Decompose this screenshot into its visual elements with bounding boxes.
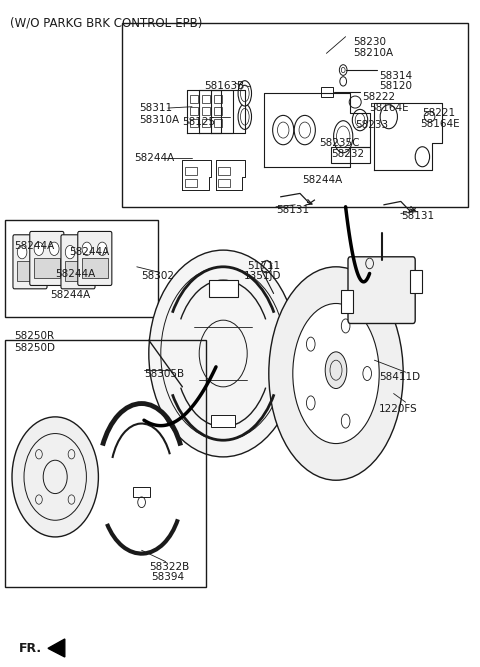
Text: 58232: 58232 [331, 149, 364, 159]
Text: 58164E: 58164E [420, 119, 460, 129]
Bar [17, 261, 43, 281]
Circle shape [17, 245, 27, 259]
Circle shape [97, 242, 107, 255]
Text: 51711: 51711 [248, 261, 281, 271]
Text: 58230
58210A: 58230 58210A [353, 37, 393, 58]
Bar [218, 167, 230, 175]
Circle shape [415, 147, 430, 167]
Circle shape [12, 417, 98, 537]
Text: 58244A: 58244A [50, 290, 91, 300]
Text: 58305B: 58305B [144, 369, 184, 379]
Ellipse shape [334, 121, 353, 153]
FancyBboxPatch shape [30, 231, 64, 285]
Bar [209, 280, 238, 297]
Text: 1220FS: 1220FS [379, 404, 418, 414]
Circle shape [294, 115, 315, 145]
Bar [65, 261, 91, 281]
Bar [202, 119, 210, 127]
Text: 58131: 58131 [276, 205, 309, 215]
Text: 58163B: 58163B [204, 81, 244, 91]
Text: 58311
58310A: 58311 58310A [139, 103, 180, 125]
Text: 58322B: 58322B [149, 562, 189, 572]
Bar [211, 415, 235, 427]
Circle shape [34, 242, 44, 255]
Circle shape [33, 245, 42, 259]
Text: (W/O PARKG BRK CONTROL-EPB): (W/O PARKG BRK CONTROL-EPB) [10, 17, 202, 30]
FancyBboxPatch shape [61, 235, 95, 289]
Bar [185, 167, 197, 175]
Text: 58125: 58125 [182, 117, 216, 127]
Text: 58411D: 58411D [379, 372, 420, 382]
Ellipse shape [363, 367, 372, 380]
Ellipse shape [341, 414, 350, 428]
Bar [34, 258, 60, 278]
Bar [185, 179, 197, 187]
Bar [321, 87, 333, 97]
Bar [410, 270, 422, 293]
Bar [133, 487, 150, 497]
Bar [214, 119, 222, 127]
Text: 58314: 58314 [379, 71, 412, 81]
Text: 58222: 58222 [362, 92, 396, 102]
Circle shape [81, 245, 90, 259]
Ellipse shape [238, 81, 252, 106]
Text: 58131: 58131 [401, 211, 434, 221]
Polygon shape [48, 639, 65, 657]
Circle shape [273, 115, 294, 145]
Bar [218, 179, 230, 187]
FancyBboxPatch shape [78, 231, 112, 285]
Circle shape [65, 245, 75, 259]
Text: 58233: 58233 [355, 120, 388, 130]
Text: 1351JD: 1351JD [244, 271, 281, 281]
Text: 58164E: 58164E [370, 103, 409, 113]
Ellipse shape [341, 319, 350, 333]
FancyBboxPatch shape [348, 257, 415, 323]
Bar [214, 95, 222, 103]
Text: FR.: FR. [19, 642, 42, 655]
Bar [331, 147, 370, 163]
Bar [190, 107, 198, 115]
Circle shape [380, 105, 397, 129]
Text: 58235C: 58235C [319, 138, 360, 148]
Text: 58250R
58250D: 58250R 58250D [14, 331, 55, 353]
Ellipse shape [238, 104, 252, 129]
Text: 58244A: 58244A [55, 269, 96, 279]
Text: 58244A: 58244A [14, 241, 55, 251]
Bar [202, 95, 210, 103]
Text: 58120: 58120 [379, 81, 412, 91]
Ellipse shape [293, 303, 379, 444]
Text: 58244A: 58244A [70, 247, 110, 257]
Text: 58244A: 58244A [302, 175, 343, 185]
Bar [341, 290, 353, 313]
Text: 58221: 58221 [422, 108, 456, 118]
Ellipse shape [306, 396, 315, 410]
Text: 58302: 58302 [142, 271, 175, 281]
Ellipse shape [306, 337, 315, 351]
Circle shape [49, 242, 59, 255]
Bar [214, 107, 222, 115]
Bar [190, 95, 198, 103]
FancyBboxPatch shape [13, 235, 47, 289]
Ellipse shape [325, 352, 347, 388]
Text: 58394: 58394 [151, 572, 184, 582]
Bar [82, 258, 108, 278]
Circle shape [82, 242, 92, 255]
Ellipse shape [269, 267, 403, 480]
Text: 58244A: 58244A [134, 153, 175, 163]
Bar [202, 107, 210, 115]
Circle shape [149, 250, 298, 457]
Bar [190, 119, 198, 127]
